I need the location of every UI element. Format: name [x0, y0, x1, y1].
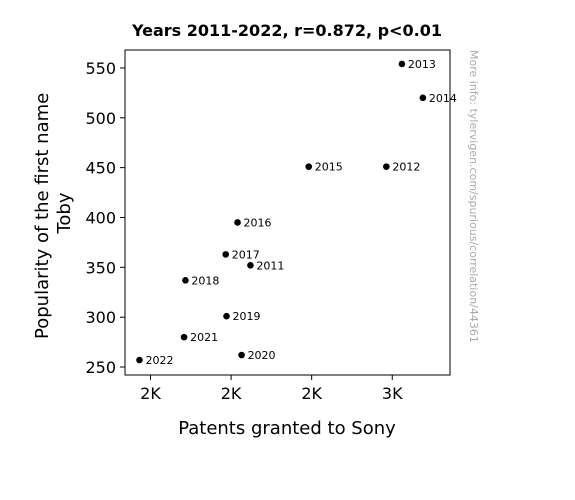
- data-point-2013: [398, 60, 406, 68]
- data-label-2018: 2018: [191, 274, 219, 287]
- y-tick-label: 550: [85, 59, 116, 78]
- x-tick-label: 2K: [301, 384, 322, 403]
- data-point-2012: [383, 163, 390, 170]
- data-point-2022: [136, 356, 143, 364]
- y-axis-label-line-1: Popularity of the first name: [32, 93, 53, 339]
- plot-area: [124, 49, 451, 376]
- y-axis-label: Popularity of the first name Toby: [32, 87, 75, 339]
- data-label-2014: 2014: [429, 92, 457, 105]
- data-label-2012: 2012: [392, 161, 420, 174]
- x-tick-label: 2K: [221, 384, 242, 403]
- data-label-2016: 2016: [244, 216, 272, 229]
- x-tick-label: 2K: [140, 384, 161, 403]
- x-axis: 2K 2K 2K 3K: [140, 375, 403, 403]
- y-axis-label-line-2: Toby: [54, 192, 75, 234]
- y-tick-label: 250: [85, 358, 116, 377]
- data-point-2021: [180, 333, 188, 341]
- data-label-2021: 2021: [190, 331, 218, 344]
- y-tick-label: 450: [85, 159, 116, 178]
- data-point-2019: [223, 312, 230, 320]
- y-tick-label: 350: [85, 258, 116, 277]
- data-point-2011: [247, 262, 254, 269]
- data-point-2016: [234, 219, 241, 226]
- x-tick-label: 3K: [382, 384, 403, 403]
- data-label-2013: 2013: [408, 58, 436, 71]
- data-points: 2011 2012 2013 2014 2015 2016 2017 2018 2019 2020…: [136, 58, 457, 367]
- watermark-source: More info: tylervigen.com/spurious/corre…: [467, 50, 480, 343]
- data-point-2017: [222, 251, 230, 258]
- y-tick-label: 300: [85, 308, 116, 327]
- y-tick-label: 400: [85, 208, 116, 227]
- data-label-2020: 2020: [248, 349, 276, 362]
- data-label-2022: 2022: [146, 354, 174, 367]
- y-tick-label: 500: [85, 109, 116, 128]
- data-label-2011: 2011: [256, 259, 284, 272]
- y-axis: 250 300 350 400 450 500 550: [85, 59, 125, 377]
- data-point-2018: [182, 276, 189, 284]
- data-point-2020: [238, 351, 245, 359]
- x-axis-label: Patents granted to Sony: [178, 418, 396, 439]
- data-label-2019: 2019: [233, 310, 261, 323]
- data-point-2014: [419, 94, 427, 102]
- data-label-2017: 2017: [232, 248, 260, 261]
- data-point-2015: [305, 163, 313, 170]
- chart-title: Years 2011-2022, r=0.872, p<0.01: [131, 21, 442, 40]
- data-label-2015: 2015: [315, 161, 343, 174]
